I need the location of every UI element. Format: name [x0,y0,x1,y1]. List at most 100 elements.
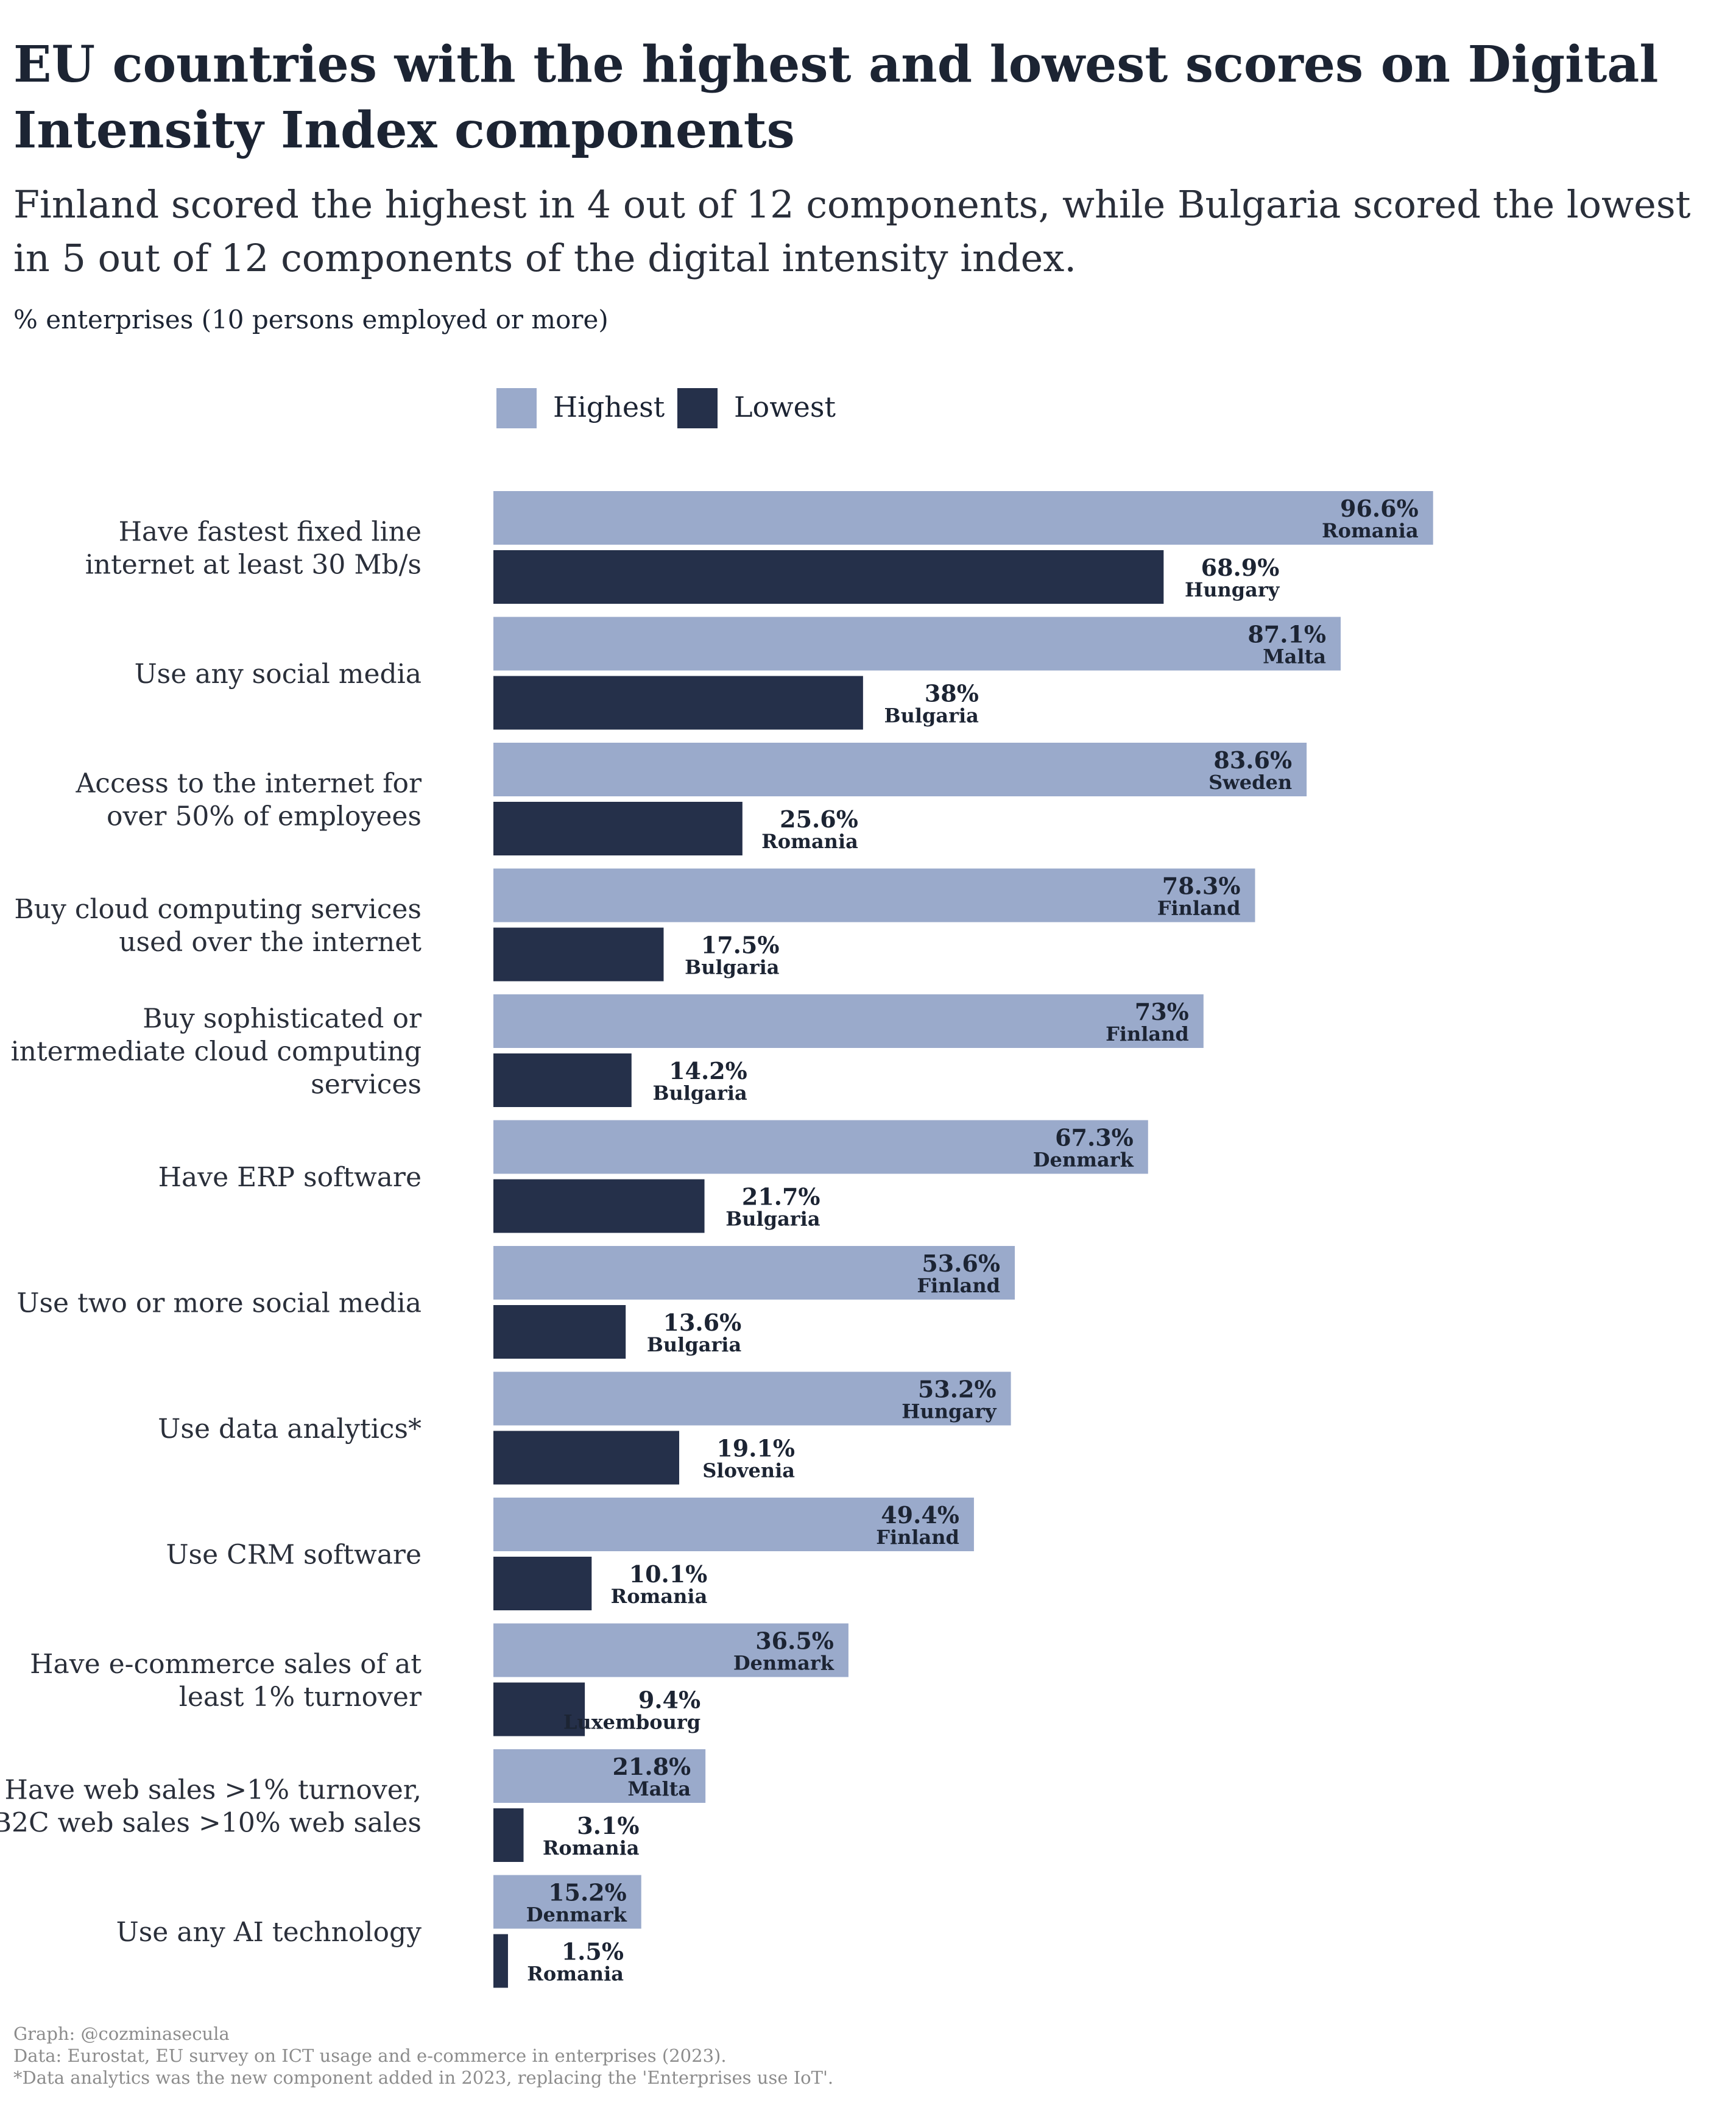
category-label-line: over 50% of employees [107,801,422,832]
category-label: Use any social media [135,659,422,690]
category-label: Use two or more social media [16,1288,422,1319]
category-label: Use CRM software [166,1540,422,1571]
value-label-highest: 53.6% [922,1250,1000,1277]
category-label: Have e-commerce sales of at least 1% turn… [30,1649,422,1713]
country-label-highest: Denmark [733,1652,834,1675]
category-label-line: intermediate cloud computing [11,1036,422,1067]
value-label-lowest: 19.1% [716,1435,795,1462]
bar-lowest [493,927,664,982]
country-label-lowest: Luxembourg [563,1711,700,1734]
bar-highest [493,1120,1148,1174]
bar-lowest [493,1179,705,1233]
category-label-line: Buy cloud computing services [14,894,422,925]
category-label: Have fastest fixed line internet at least… [85,517,422,581]
category-label-line: services [311,1069,422,1100]
value-label-lowest: 21.7% [742,1183,820,1211]
bar-highest [493,743,1307,796]
country-label-highest: Malta [1263,645,1326,668]
value-label-lowest: 13.6% [663,1309,742,1336]
category-label: Buy cloud computing services used over th… [14,894,422,958]
country-label-highest: Malta [627,1777,691,1800]
category-label-line: B2C web sales >10% web sales [0,1808,422,1839]
bar-lowest [493,1431,680,1485]
value-label-highest: 21.8% [612,1753,691,1780]
country-label-lowest: Slovenia [702,1459,795,1482]
bar-lowest [493,1934,508,1988]
country-label-highest: Hungary [902,1400,997,1423]
category-label-line: Access to the internet for [76,768,422,799]
bar-lowest [493,1682,585,1736]
country-label-highest: Sweden [1208,771,1292,794]
unit-label: % enterprises (10 persons employed or mo… [13,305,609,334]
country-label-lowest: Romania [611,1585,708,1608]
bar-highest [493,868,1255,922]
category-label: Use any AI technology [116,1917,422,1948]
value-label-lowest: 1.5% [562,1938,624,1966]
country-label-highest: Denmark [526,1903,627,1927]
data-source: Data: Eurostat, EU survey on ICT usage a… [13,2045,727,2066]
value-label-highest: 15.2% [548,1879,627,1906]
value-label-highest: 67.3% [1055,1124,1134,1152]
category-label-line: Have e-commerce sales of at [30,1649,422,1680]
bar-highest [493,994,1204,1048]
bar-lowest [493,1053,632,1107]
category-label-line: Buy sophisticated or [143,1003,422,1035]
category-label-line: Have web sales >1% turnover, [5,1775,422,1806]
country-label-highest: Finland [1157,897,1241,920]
legend-label-highest: Highest [553,391,665,423]
category-label-line: Use two or more social media [16,1288,422,1319]
value-label-lowest: 9.4% [638,1686,700,1714]
country-label-lowest: Bulgaria [884,704,979,727]
category-label: Access to the internet for over 50% of em… [76,768,422,832]
value-label-lowest: 3.1% [577,1812,639,1839]
value-label-highest: 53.2% [918,1376,997,1403]
category-label: Have ERP software [158,1162,422,1193]
value-label-lowest: 17.5% [701,932,780,959]
bar-chart: Have fastest fixed line internet at least… [0,491,1433,1988]
bar-highest [493,1246,1015,1300]
country-label-highest: Denmark [1033,1148,1134,1172]
value-label-highest: 73% [1135,998,1189,1025]
value-label-highest: 78.3% [1162,872,1241,900]
bar-highest [493,1623,849,1677]
country-label-lowest: Bulgaria [652,1081,747,1105]
bar-lowest [493,1557,592,1610]
category-label: Use data analytics* [158,1414,422,1445]
category-label-line: Use any AI technology [116,1917,422,1948]
bar-highest [493,617,1341,671]
country-label-lowest: Romania [761,830,858,853]
value-label-highest: 49.4% [881,1501,959,1529]
footer: Graph: @cozminasecula Data: Eurostat, EU… [13,2023,833,2089]
category-label-line: Have fastest fixed line [119,517,422,548]
value-label-lowest: 38% [925,680,979,707]
category-label: Have web sales >1% turnover, B2C web sale… [0,1775,422,1839]
bar-lowest [493,802,743,855]
bar-lowest [493,550,1164,604]
bar-lowest [493,1808,524,1862]
country-label-lowest: Bulgaria [647,1333,741,1356]
bar-highest [493,1498,974,1551]
value-label-lowest: 14.2% [669,1057,747,1085]
value-label-highest: 87.1% [1247,621,1326,648]
country-label-lowest: Romania [543,1836,640,1860]
value-label-lowest: 10.1% [629,1560,708,1588]
value-label-lowest: 25.6% [780,805,858,833]
value-label-highest: 96.6% [1340,495,1419,522]
category-label-line: Have ERP software [158,1162,422,1193]
chart-subtitle: Finland scored the highest in 4 out of 1… [13,182,1691,280]
legend-swatch-highest [496,388,537,428]
category-label: Buy sophisticated or intermediate cloud c… [11,1003,422,1100]
bar-lowest [493,1305,626,1359]
bar-highest [493,1749,706,1803]
category-label-line: internet at least 30 Mb/s [85,550,422,581]
bar-highest [493,491,1433,545]
country-label-lowest: Hungary [1185,578,1280,601]
chart-title: EU countries with the highest and lowest… [13,35,1659,160]
legend-label-lowest: Lowest [734,391,836,423]
legend-swatch-lowest [677,388,718,428]
country-label-highest: Finland [876,1526,959,1549]
footnote: *Data analytics was the new component ad… [13,2067,834,2088]
value-label-highest: 36.5% [755,1627,834,1655]
country-label-highest: Finland [917,1274,1000,1297]
